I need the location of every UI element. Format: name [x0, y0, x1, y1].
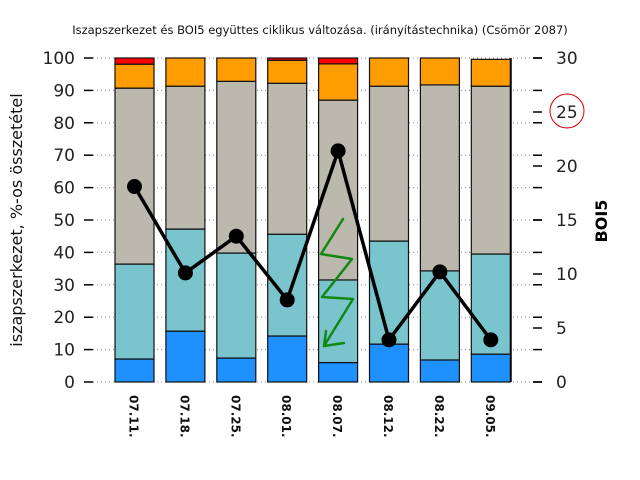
bar-segment-gray [470, 85, 511, 255]
chart-title: Iszapszerkezet és BOI5 együttes ciklikus… [72, 23, 568, 37]
y-tick-label: 10 [53, 341, 75, 361]
y2-tick-label: 5 [556, 319, 567, 339]
bar-segment-gray [216, 80, 257, 254]
y-tick-label: 50 [53, 211, 75, 231]
boi5-point [483, 332, 499, 348]
bar-segment-orange [114, 63, 155, 89]
x-axis-labels: 07.11. 07.18. 07.25. 08.01. 08.07. 08.12. 08.2… [127, 395, 497, 438]
y2-tick-label: 20 [556, 157, 578, 177]
y-tick-label: 100 [43, 49, 75, 69]
x-tick-label: 08.01. [279, 395, 293, 438]
bar-segment-blue [318, 361, 359, 383]
bar-segment-blue [368, 343, 410, 383]
bar-segment-cyan [216, 252, 257, 359]
bar-segment-gray [114, 87, 155, 265]
y2-tick-label: 30 [556, 49, 578, 69]
y-tick-label: 0 [64, 373, 75, 393]
boi5-point [381, 332, 397, 348]
bar-segment-gray [267, 82, 308, 235]
x-tick-label: 07.11. [127, 395, 141, 438]
bar-segment-red [267, 57, 308, 61]
bar-segment-orange [267, 59, 308, 84]
y-tick-label: 90 [53, 81, 75, 101]
bar-segment-blue [470, 353, 511, 383]
boi5-point [127, 179, 142, 195]
x-tick-label: 08.07. [330, 395, 344, 438]
bar-segment-orange [368, 57, 410, 87]
boi5-point [228, 228, 244, 244]
y-tick-label: 80 [53, 114, 75, 134]
y2-axis-label: BOI5 [592, 200, 611, 243]
bar-segment-red [114, 57, 155, 65]
annotation-zigzag-arrow [319, 217, 355, 348]
boi5-line [127, 143, 499, 348]
y-axis-label: iszapszerkezet, %-os összetétel [7, 93, 26, 346]
bar-segment-orange [165, 57, 206, 87]
bar-segment-orange [470, 58, 511, 87]
right-axis: 0 5 10 15 20 25 30 [510, 49, 578, 393]
boi5-point [432, 264, 448, 280]
boi5-point [177, 265, 193, 281]
y2-tick-label: 25 [556, 103, 578, 123]
y-tick-label: 60 [53, 179, 75, 199]
y2-tick-label: 15 [556, 211, 578, 231]
boi5-point [279, 292, 295, 308]
x-tick-label: 08.22. [432, 395, 446, 438]
x-tick-label: 07.18. [177, 395, 191, 438]
bar-segment-orange [419, 57, 460, 86]
bar-segment-red [318, 57, 359, 65]
boi5-point [330, 143, 346, 159]
gridlines [93, 57, 531, 383]
y-tick-label: 40 [53, 243, 75, 263]
bar-segment-orange [318, 63, 359, 101]
x-tick-label: 09.05. [483, 395, 497, 438]
bar-segment-cyan [419, 270, 460, 361]
bar-segment-gray [419, 84, 460, 272]
y2-tick-label: 0 [556, 373, 567, 393]
bar-segment-blue [165, 330, 206, 383]
bar-segment-blue [114, 358, 155, 383]
y-tick-label: 20 [53, 308, 75, 328]
x-tick-label: 07.25. [228, 395, 242, 438]
bar-segment-cyan [114, 263, 155, 360]
y-tick-label: 70 [53, 146, 75, 166]
bar-segment-gray [165, 85, 206, 230]
stacked-bars [114, 57, 511, 383]
left-axis: 0 10 20 30 40 50 60 70 80 90 100 [43, 49, 93, 393]
y2-tick-label: 10 [556, 265, 578, 285]
boi5-line-path [132, 144, 493, 344]
x-tick-label: 08.12. [381, 395, 395, 438]
bar-segment-blue [216, 357, 257, 383]
y-tick-label: 30 [53, 276, 75, 296]
bar-segment-orange [216, 57, 257, 82]
annotation-circle [549, 93, 585, 129]
bar-segment-blue [267, 335, 308, 383]
bar-segment-gray [368, 85, 410, 242]
bar-segment-blue [419, 359, 460, 383]
